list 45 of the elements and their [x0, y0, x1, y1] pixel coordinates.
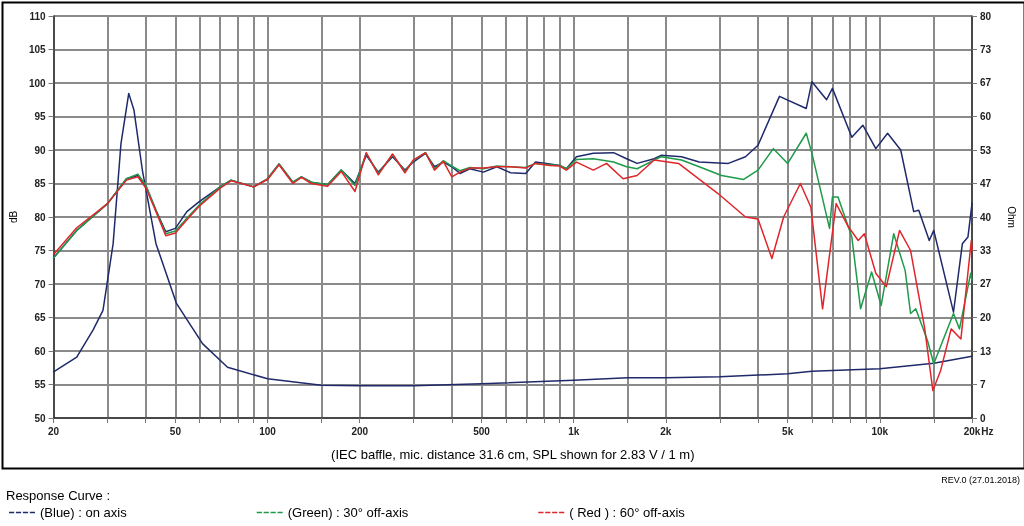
y2-tick-label: 33 — [980, 245, 992, 256]
y-tick-label: 100 — [28, 77, 47, 89]
y-tick-label: 70 — [34, 278, 47, 290]
y-tick-label: 80 — [34, 211, 47, 223]
y2-tick-label: 47 — [980, 178, 992, 189]
y-tick-label: 75 — [34, 245, 47, 256]
text: REV.0 (27.01.2018) — [941, 474, 1021, 485]
y2-tick-label: 27 — [980, 278, 992, 290]
y-tick-label: 90 — [34, 144, 47, 156]
x-tick-label: 50 — [169, 425, 182, 437]
y2-tick-label: 13 — [980, 345, 992, 357]
x-tick-label: 500 — [473, 425, 491, 437]
legend-title: Response Curve : — [6, 488, 111, 503]
text: Hz — [981, 425, 994, 437]
y2-tick-label: 20 — [980, 312, 992, 323]
y-tick-label: 50 — [34, 412, 47, 424]
legend-label: (Blue) : on axis — [40, 505, 128, 520]
y2-tick-label: 40 — [980, 211, 992, 223]
y2-tick-label: 80 — [980, 10, 992, 22]
y-tick-label: 60 — [34, 345, 47, 357]
y-tick-label: 110 — [29, 10, 47, 22]
x-tick-label: 2k — [660, 425, 672, 437]
y2-tick-label: 67 — [980, 77, 992, 89]
y2-tick-label: 53 — [980, 144, 992, 156]
y-tick-label: 105 — [28, 44, 47, 55]
y2-tick-label: 60 — [980, 111, 992, 122]
y2-tick-label: 73 — [980, 44, 992, 55]
x-axis-title: (IEC baffle, mic. distance 31.6 cm, SPL shown for 2.83 V / 1 m) — [331, 447, 695, 462]
y2-tick-label: 7 — [980, 379, 986, 390]
x-tick-label: 1k — [568, 425, 580, 437]
x-tick-label: 5k — [782, 425, 794, 437]
y-tick-label: 85 — [34, 178, 47, 189]
x-tick-label: 200 — [351, 425, 369, 437]
x-tick-label: 20k — [963, 425, 981, 437]
y2-tick-label: 0 — [980, 412, 986, 424]
legend-label: ( Red ) : 60° off-axis — [569, 505, 686, 520]
x-tick-label: 10k — [871, 425, 889, 437]
y-axis-title: dB — [7, 210, 19, 224]
y-tick-label: 55 — [34, 379, 47, 390]
y-tick-label: 95 — [34, 111, 47, 122]
x-tick-label: 100 — [259, 425, 277, 437]
legend-label: (Green) : 30° off-axis — [287, 505, 409, 520]
y-tick-label: 65 — [34, 312, 47, 323]
y2-axis-title: Ohm — [1005, 206, 1017, 228]
x-tick-label: 20 — [48, 425, 60, 437]
